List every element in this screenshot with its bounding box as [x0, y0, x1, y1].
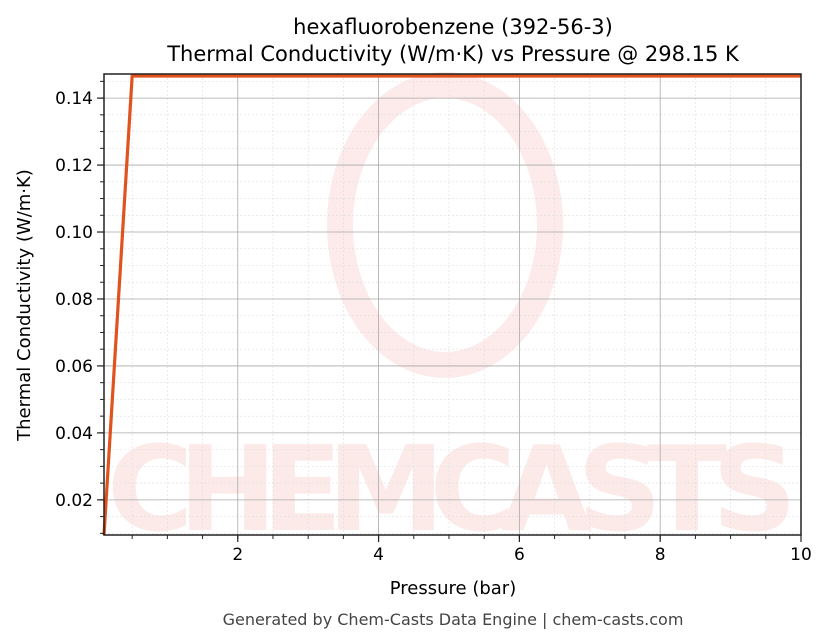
chart-subtitle: Thermal Conductivity (W/m·K) vs Pressure…: [166, 42, 740, 66]
watermark-text: CHEMCASTS: [107, 420, 797, 558]
y-tick-label: 0.12: [55, 156, 93, 176]
x-tick-label: 8: [655, 545, 666, 565]
y-tick-label: 0.04: [55, 424, 93, 444]
plot-frame: [103, 73, 802, 536]
y-tick-label: 0.10: [55, 223, 93, 243]
y-tick-label: 0.14: [55, 89, 93, 109]
series-line: [102, 74, 801, 536]
x-axis-label: Pressure (bar): [390, 578, 516, 599]
x-tick-label: 6: [514, 545, 525, 565]
y-tick-label: 0.02: [55, 491, 93, 511]
watermark-logo-ring: [327, 72, 563, 378]
y-tick-label: 0.08: [55, 290, 93, 310]
footer: Generated by Chem-Casts Data Engine | ch…: [223, 610, 684, 629]
x-tick-label: 2: [232, 545, 243, 565]
x-tick-label: 10: [790, 545, 812, 565]
watermark: CHEMCASTS: [107, 72, 797, 558]
y-axis-label: Thermal Conductivity (W/m·K): [14, 169, 35, 442]
chart-title: hexafluorobenzene (392-56-3): [293, 15, 613, 39]
y-tick-label: 0.06: [55, 357, 93, 377]
x-tick-label: 4: [373, 545, 384, 565]
